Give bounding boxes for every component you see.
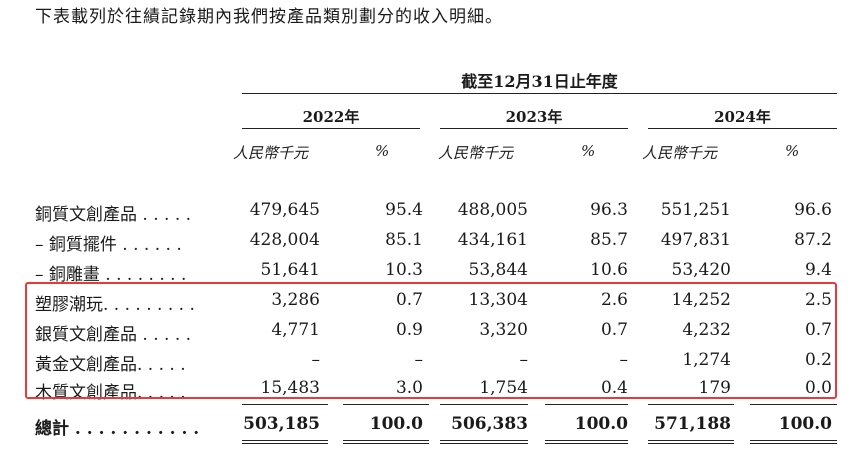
cell-2022-percent: – [414, 350, 424, 370]
period-underline [242, 93, 837, 94]
year-underline [440, 128, 628, 129]
cell-2023-amount: 488,005 [457, 200, 528, 220]
cell-2022-percent: 95.4 [385, 200, 423, 220]
cell-2022-amount: 15,483 [260, 378, 320, 398]
cell-2023-amount: – [519, 350, 529, 370]
year-2024: 2024年 [714, 108, 771, 126]
cell-2024-amount: 14,252 [671, 290, 731, 310]
cell-2023-amount: 13,304 [468, 290, 528, 310]
cell-2022-percent: 85.1 [385, 230, 423, 250]
row-label: – 銅質擺件 . . . . . . [35, 235, 182, 255]
subtotal-rule [242, 404, 328, 405]
cell-2024-amount: 4,232 [682, 320, 731, 340]
subtotal-rule [545, 404, 628, 405]
unit-percent: % [581, 142, 596, 160]
total-2023-amount: 506,383 [451, 414, 528, 434]
cell-2024-percent: 0.7 [804, 320, 832, 340]
cell-2024-amount: 497,831 [660, 230, 731, 250]
cell-2024-amount: 1,274 [682, 350, 731, 370]
cell-2022-amount: 51,641 [260, 260, 320, 280]
cell-2023-amount: 1,754 [479, 378, 528, 398]
cell-2023-amount: 53,844 [468, 260, 528, 280]
cell-2023-percent: 85.7 [590, 230, 628, 250]
cell-2024-percent: 9.4 [804, 260, 832, 280]
cell-2023-percent: 0.7 [600, 320, 628, 340]
total-2022-percent: 100.0 [369, 414, 423, 434]
highlight-box [25, 282, 837, 399]
year-2023: 2023年 [505, 108, 563, 126]
cell-2023-amount: 434,161 [457, 230, 528, 250]
row-label: 塑膠潮玩. . . . . . . . . [35, 295, 195, 315]
total-2024-amount: 571,188 [654, 414, 731, 434]
cell-2022-amount: 4,771 [271, 320, 320, 340]
cell-2024-percent: 2.5 [804, 290, 832, 310]
total-double-rule [440, 440, 528, 444]
intro-text: 下表載列於往績記錄期內我們按產品類別劃分的收入明細。 [35, 7, 503, 27]
row-label: 銀質文創產品 . . . . . [35, 325, 192, 345]
cell-2022-percent: 3.0 [395, 378, 423, 398]
total-double-rule [750, 440, 837, 444]
unit-percent: % [785, 142, 800, 160]
cell-2023-percent: 10.6 [590, 260, 628, 280]
subtotal-rule [440, 404, 528, 405]
cell-2024-amount: 179 [698, 378, 731, 398]
total-label: 總計 . . . . . . . . . . . [35, 419, 200, 439]
cell-2022-amount: 3,286 [271, 290, 320, 310]
year-2022: 2022年 [302, 108, 360, 126]
row-label: – 銅雕畫 . . . . . . . . [35, 265, 187, 285]
row-label: 黃金文創產品. . . . . [35, 355, 186, 375]
cell-2024-amount: 551,251 [660, 200, 731, 220]
cell-2023-percent: 0.4 [600, 378, 628, 398]
cell-2022-percent: 0.9 [395, 320, 423, 340]
total-double-rule [242, 440, 328, 444]
cell-2022-amount: – [311, 350, 321, 370]
period-header: 截至12月31日止年度 [461, 72, 618, 91]
total-2024-percent: 100.0 [778, 414, 832, 434]
cell-2023-percent: 2.6 [600, 290, 628, 310]
subtotal-rule [750, 404, 837, 405]
cell-2024-percent: 87.2 [794, 230, 832, 250]
cell-2024-percent: 96.6 [794, 200, 832, 220]
subtotal-rule [648, 404, 734, 405]
unit-rmb: 人民幣千元 [642, 144, 718, 162]
cell-2023-amount: 3,320 [479, 320, 528, 340]
unit-rmb: 人民幣千元 [233, 144, 309, 162]
year-underline [648, 128, 837, 129]
cell-2022-amount: 428,004 [249, 230, 320, 250]
row-label: 銅質文創產品 . . . . . [35, 205, 192, 225]
cell-2022-percent: 0.7 [395, 290, 423, 310]
cell-2024-percent: 0.0 [804, 378, 832, 398]
subtotal-rule [343, 404, 429, 405]
total-2023-percent: 100.0 [574, 414, 628, 434]
cell-2024-amount: 53,420 [671, 260, 731, 280]
cell-2023-percent: – [619, 350, 629, 370]
total-double-rule [545, 440, 628, 444]
cell-2022-percent: 10.3 [385, 260, 423, 280]
unit-rmb: 人民幣千元 [438, 144, 514, 162]
cell-2023-percent: 96.3 [590, 200, 628, 220]
cell-2024-percent: 0.2 [804, 350, 832, 370]
total-double-rule [343, 440, 429, 444]
year-underline [242, 128, 420, 129]
unit-percent: % [375, 142, 390, 160]
total-double-rule [648, 440, 734, 444]
cell-2022-amount: 479,645 [249, 200, 320, 220]
total-2022-amount: 503,185 [243, 414, 320, 434]
